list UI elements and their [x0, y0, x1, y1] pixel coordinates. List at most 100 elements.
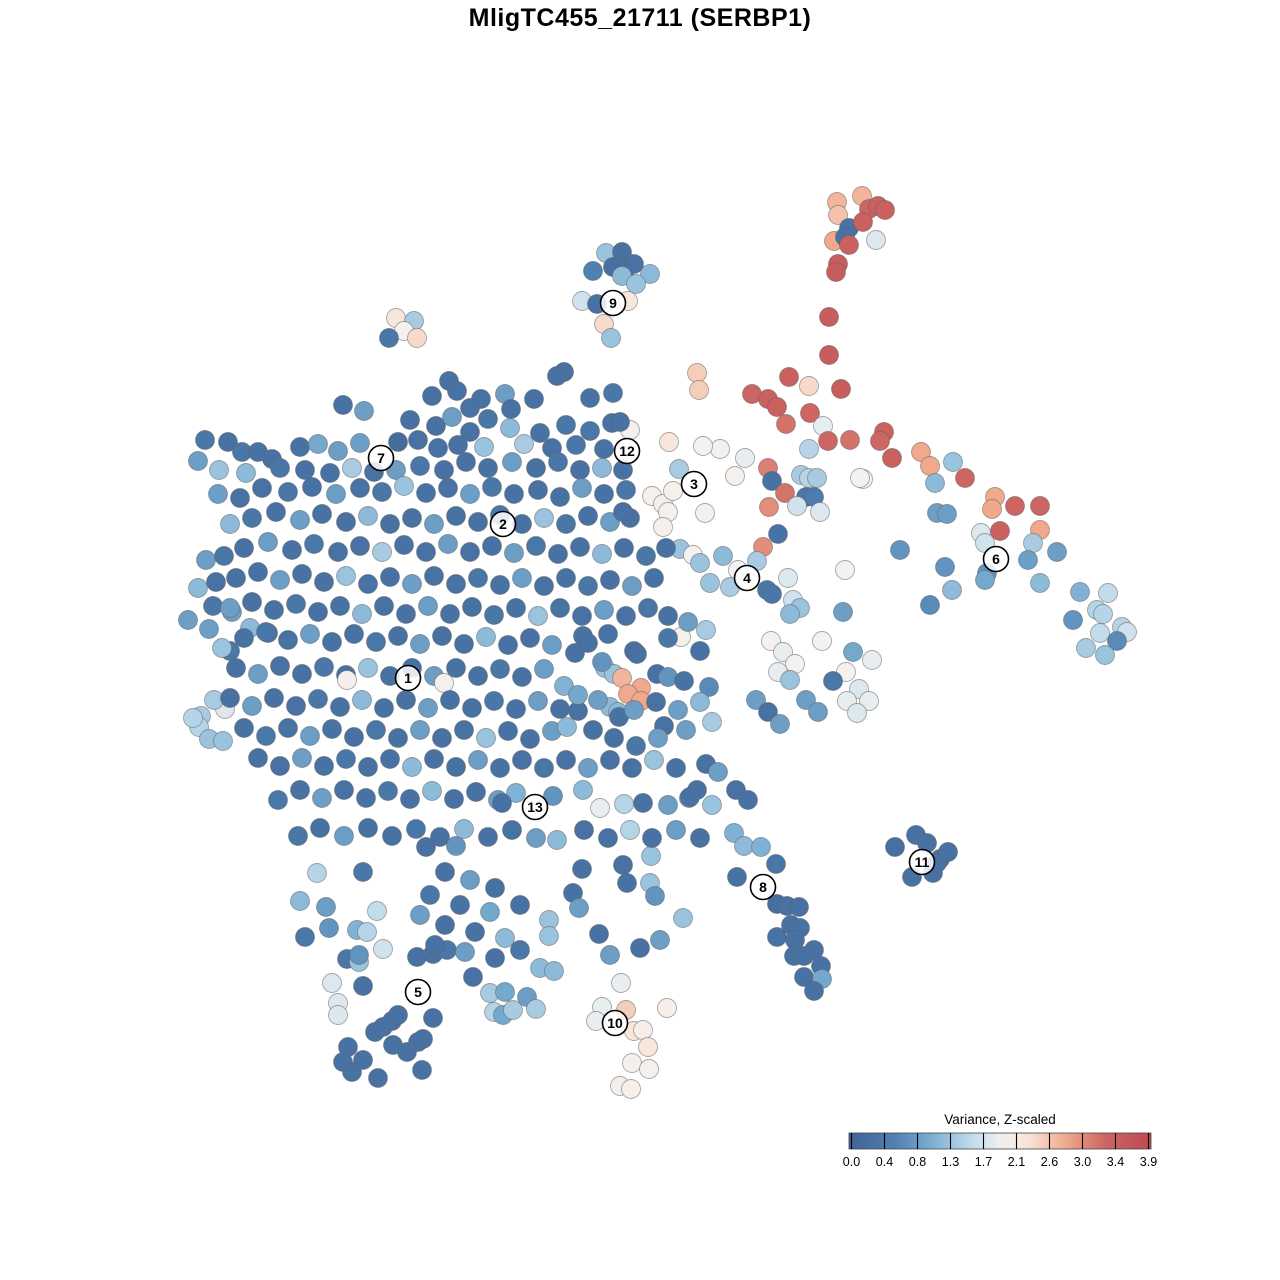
data-point	[882, 448, 902, 468]
data-point	[490, 758, 510, 778]
data-point	[828, 205, 848, 225]
data-point	[638, 598, 658, 618]
data-point	[767, 927, 787, 947]
data-point	[770, 714, 790, 734]
data-point	[690, 828, 710, 848]
data-point	[520, 628, 540, 648]
data-point	[258, 532, 278, 552]
data-point	[434, 460, 454, 480]
data-point	[653, 517, 673, 537]
data-point	[621, 1079, 641, 1099]
data-point	[624, 254, 644, 274]
data-point	[478, 458, 498, 478]
data-point	[286, 696, 306, 716]
cluster-label-circle	[394, 664, 422, 692]
data-point	[613, 855, 633, 875]
data-point	[413, 1029, 433, 1049]
cluster-label-text: 12	[619, 443, 635, 459]
colorbar-gradient	[848, 1132, 1152, 1150]
data-point	[278, 630, 298, 650]
colorbar-tick-label: 3.4	[1107, 1155, 1124, 1169]
data-point	[316, 897, 336, 917]
data-point	[528, 606, 548, 626]
data-point	[314, 657, 334, 677]
data-point	[804, 981, 824, 1001]
data-point	[446, 658, 466, 678]
cluster-label-text: 3	[690, 476, 698, 492]
data-point	[328, 542, 348, 562]
data-point	[808, 702, 828, 722]
cluster-label-circle	[613, 437, 641, 465]
data-point	[695, 503, 715, 523]
data-point	[843, 642, 863, 662]
data-point	[762, 584, 782, 604]
data-point	[663, 481, 683, 501]
data-point	[668, 700, 688, 720]
data-point	[548, 452, 568, 472]
data-point	[975, 570, 995, 590]
data-point	[353, 862, 373, 882]
data-point	[592, 544, 612, 564]
data-point	[622, 1053, 642, 1073]
data-point	[333, 395, 353, 415]
cluster-label-circle	[749, 873, 777, 901]
data-point	[547, 830, 567, 850]
data-point	[423, 1008, 443, 1028]
data-point	[600, 945, 620, 965]
data-point	[252, 478, 272, 498]
data-point	[510, 940, 530, 960]
data-point	[633, 793, 653, 813]
data-point	[506, 598, 526, 618]
data-point	[680, 787, 700, 807]
data-point	[446, 836, 466, 856]
data-point	[673, 908, 693, 928]
data-point	[448, 435, 468, 455]
data-point	[550, 699, 570, 719]
data-point	[614, 794, 634, 814]
data-point	[352, 604, 372, 624]
data-point	[885, 837, 905, 857]
data-point	[850, 468, 870, 488]
data-point	[807, 468, 827, 488]
data-point	[416, 483, 436, 503]
data-point	[418, 596, 438, 616]
data-point	[620, 820, 640, 840]
data-point	[290, 437, 310, 457]
data-point	[636, 546, 656, 566]
data-point	[1076, 638, 1096, 658]
data-point	[374, 698, 394, 718]
data-point	[388, 432, 408, 452]
data-point	[374, 596, 394, 616]
data-point	[290, 891, 310, 911]
data-point	[242, 696, 262, 716]
data-point	[610, 412, 630, 432]
data-point	[1047, 542, 1067, 562]
data-point	[382, 826, 402, 846]
data-point	[304, 534, 324, 554]
data-point	[799, 376, 819, 396]
data-point	[416, 837, 436, 857]
data-point	[601, 328, 621, 348]
data-point	[800, 403, 820, 423]
data-point	[435, 862, 455, 882]
data-point	[592, 652, 612, 672]
data-point	[710, 439, 730, 459]
data-point	[658, 795, 678, 815]
data-point	[490, 659, 510, 679]
data-point	[402, 574, 422, 594]
data-point	[358, 506, 378, 526]
data-point	[400, 410, 420, 430]
data-point	[831, 379, 851, 399]
data-point	[308, 602, 328, 622]
data-point	[1005, 496, 1025, 516]
data-point	[762, 471, 782, 491]
data-point	[823, 671, 843, 691]
cluster-label-text: 7	[377, 450, 385, 466]
data-point	[937, 504, 957, 524]
data-point	[465, 922, 485, 942]
data-point	[495, 928, 515, 948]
data-point	[468, 666, 488, 686]
cluster-label-text: 9	[609, 295, 617, 311]
data-point	[578, 576, 598, 596]
data-point	[242, 508, 262, 528]
